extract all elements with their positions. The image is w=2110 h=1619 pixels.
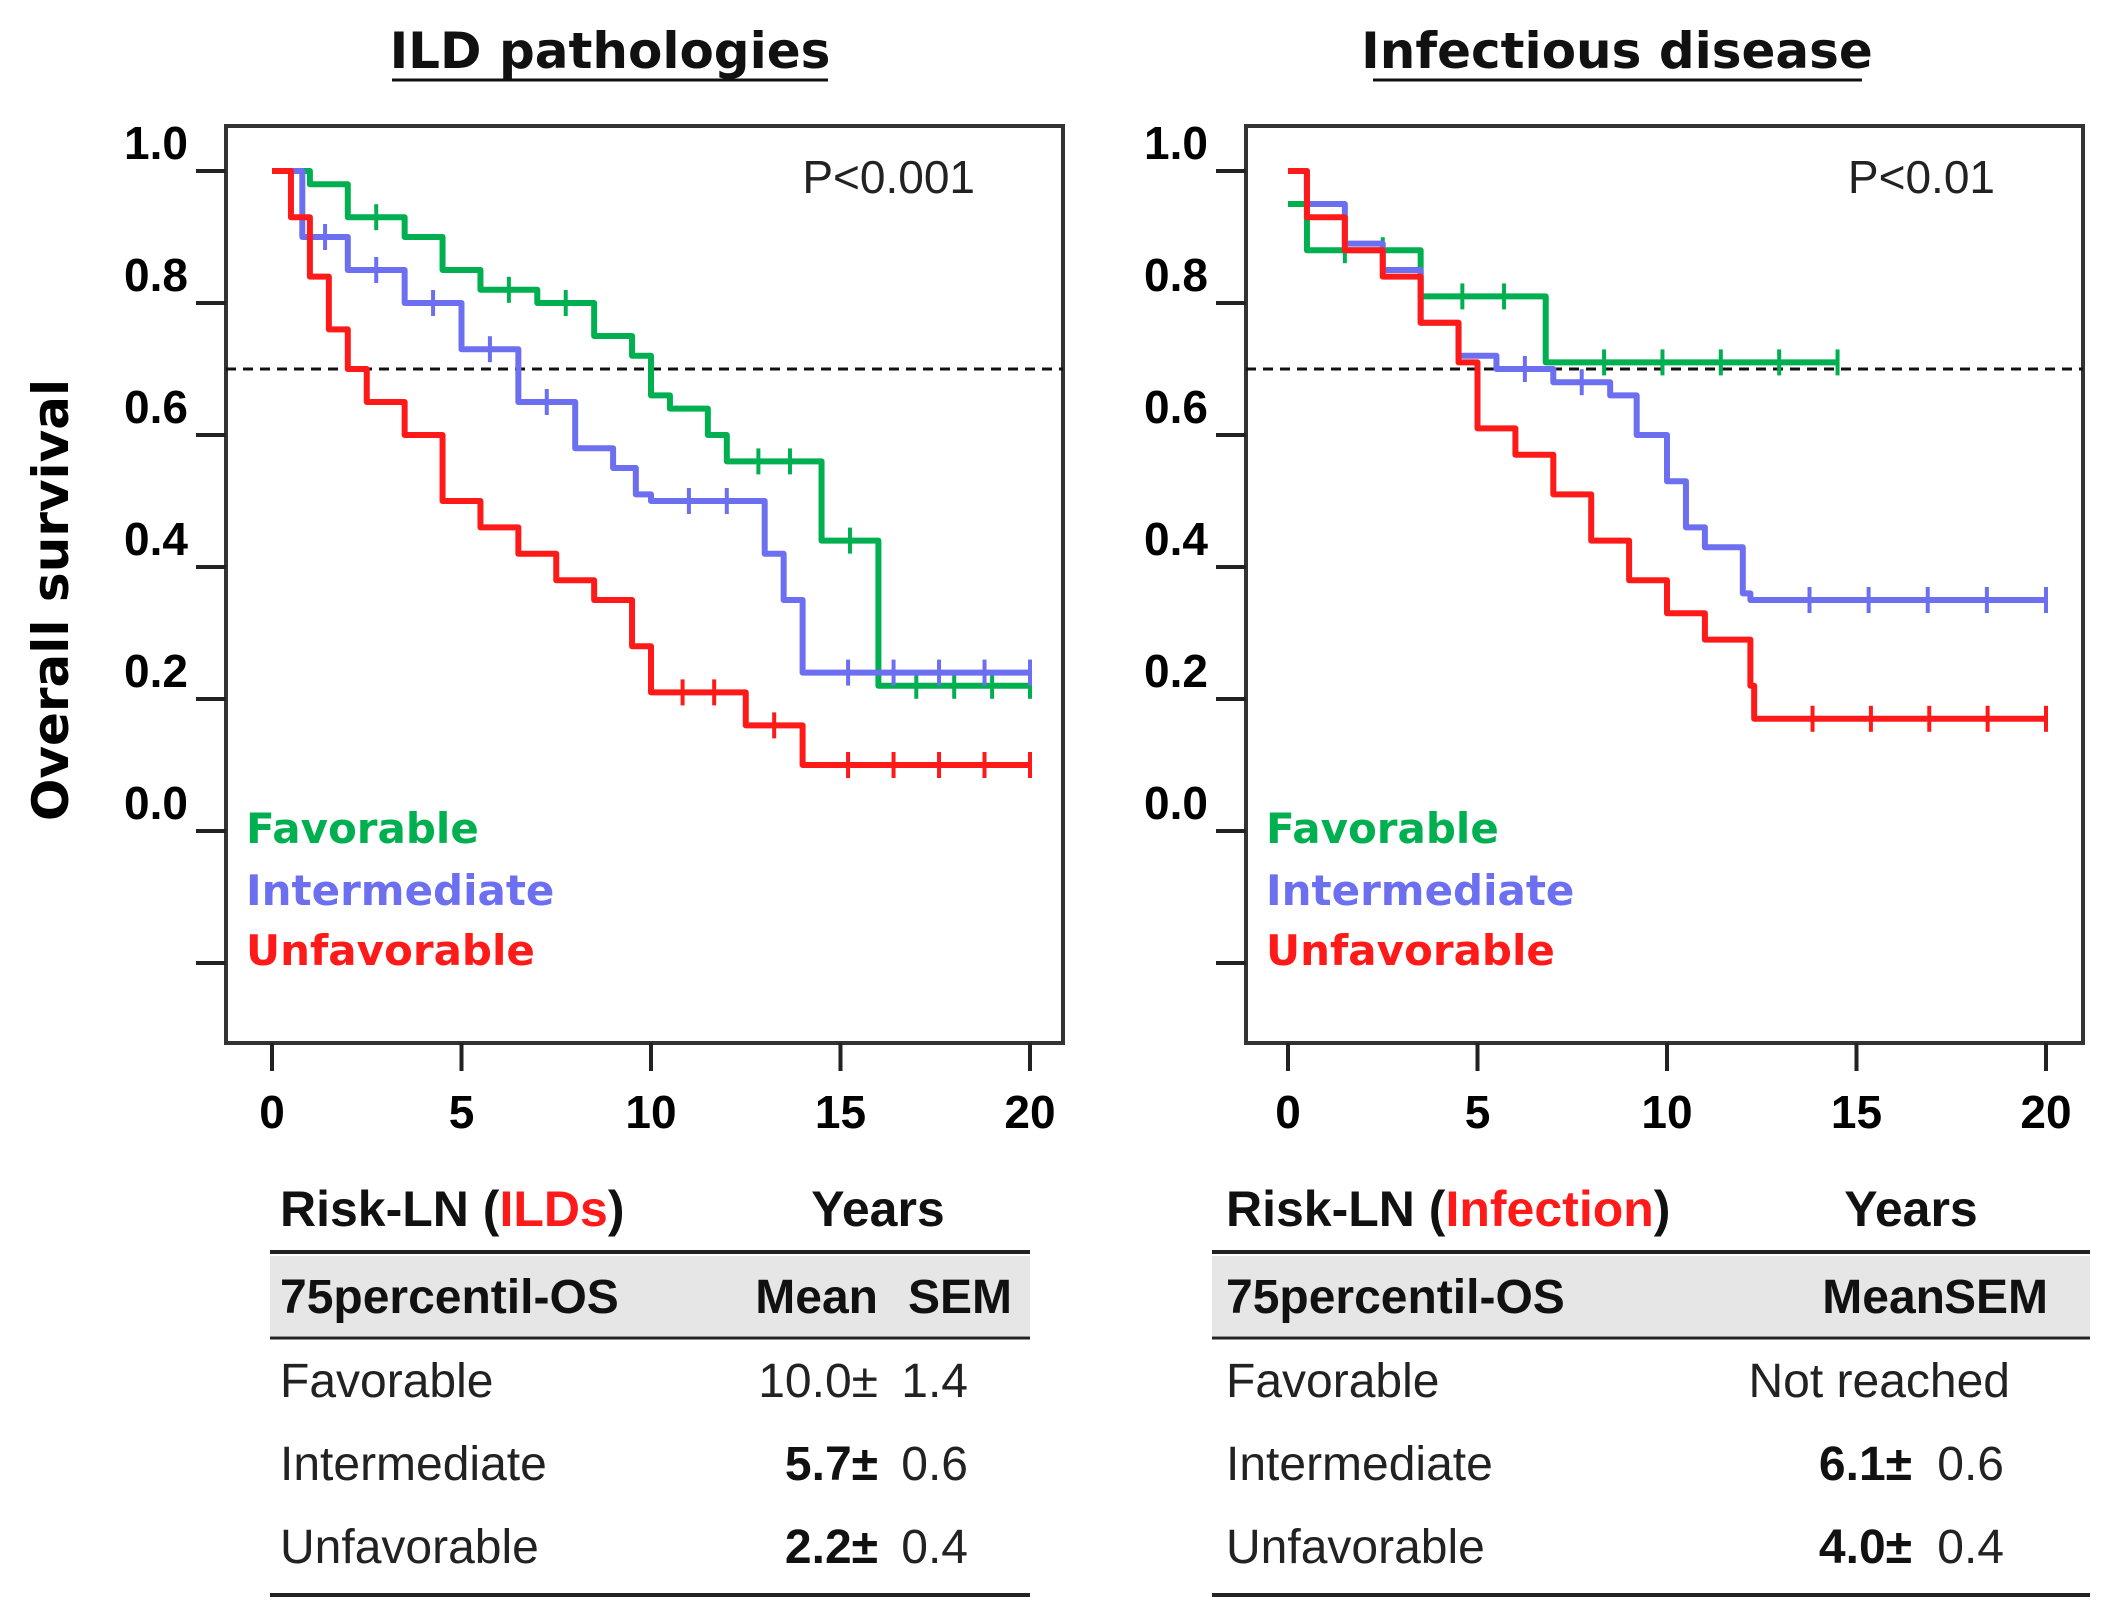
x-tick-label: 0 (1275, 1086, 1301, 1138)
x-tick-label: 15 (1831, 1086, 1882, 1138)
risk-prefix: Risk-LN ( (1226, 1181, 1446, 1237)
years-header: Years (1844, 1181, 1977, 1237)
row-label: Favorable (1226, 1355, 1439, 1408)
risk-group: ILDs (499, 1181, 607, 1237)
y-tick-label: 0.0 (124, 777, 188, 829)
chart-infectious-disease: Infectious disease P<0.01 Favorable Inte… (1144, 22, 2085, 1138)
series-line-intermediate (1288, 168, 2046, 603)
y-tick-label: 0.4 (1144, 513, 1208, 565)
row-sem: 0.6 (901, 1438, 968, 1491)
chart-title: Infectious disease (1361, 22, 1873, 80)
series-line-favorable (272, 168, 1030, 689)
plot-frame (1244, 124, 2085, 1045)
y-tick-label: 0.6 (124, 381, 188, 433)
mean-header: Mean (755, 1271, 878, 1324)
row-label: Unfavorable (1226, 1521, 1485, 1574)
row-label: Intermediate (1226, 1438, 1493, 1491)
x-tick-label: 15 (815, 1086, 866, 1138)
row-mean: 4.0± (1819, 1521, 1912, 1574)
legend-intermediate: Intermediate (1266, 866, 1574, 915)
y-tick-label: 1.0 (1144, 117, 1208, 169)
risk-header: Risk-LN (Infection) (1226, 1181, 1670, 1237)
legend-favorable: Favorable (1266, 804, 1499, 853)
p-value: P<0.001 (802, 151, 975, 203)
x-tick-label: 5 (1465, 1086, 1491, 1138)
subheader-bg (270, 1256, 1030, 1336)
sem-header: SEM (908, 1271, 1012, 1324)
chart-ild-pathologies: ILD pathologies P<0.001 Favorable Interm… (124, 22, 1065, 1138)
row-sem: 0.6 (1937, 1438, 2004, 1491)
row-sem: 0.4 (1937, 1521, 2004, 1574)
row-mean: 6.1± (1819, 1438, 1912, 1491)
row-label: Intermediate (280, 1438, 547, 1491)
row-label: Unfavorable (280, 1521, 539, 1574)
risk-prefix: Risk-LN ( (280, 1181, 500, 1237)
series-line-intermediate (272, 168, 1030, 676)
row-sem: 0.4 (901, 1521, 968, 1574)
chart-title: ILD pathologies (390, 22, 831, 80)
table-infection: Risk-LN (Infection) Years 75percentil-OS… (1212, 1181, 2090, 1597)
legend-favorable: Favorable (246, 804, 479, 853)
legend-unfavorable: Unfavorable (1266, 926, 1555, 975)
y-tick-label: 0.0 (1144, 777, 1208, 829)
y-tick-label: 0.8 (124, 249, 188, 301)
subheader-bg (1212, 1256, 2090, 1336)
y-axis-label: Overall survival (22, 379, 80, 821)
sem-header: SEM (1944, 1271, 2048, 1324)
row-mean: 5.7± (785, 1438, 878, 1491)
subheader-label: 75percentil-OS (1226, 1271, 1565, 1324)
row-label: Favorable (280, 1355, 493, 1408)
y-tick-label: 0.2 (1144, 645, 1208, 697)
y-tick-label: 0.8 (1144, 249, 1208, 301)
risk-suffix: ) (1654, 1181, 1671, 1237)
x-tick-label: 20 (1004, 1086, 1055, 1138)
x-tick-label: 20 (2020, 1086, 2071, 1138)
table-ild: Risk-LN (ILDs) Years 75percentil-OS Mean… (270, 1181, 1030, 1597)
legend-unfavorable: Unfavorable (246, 926, 535, 975)
y-tick-label: 1.0 (124, 117, 188, 169)
row-mean: 10.0± (758, 1355, 878, 1408)
risk-group: Infection (1445, 1181, 1653, 1237)
row-not-reached: Not reached (1749, 1355, 2011, 1408)
series-line-unfavorable (272, 168, 1030, 768)
mean-header: Mean (1822, 1271, 1945, 1324)
y-tick-label: 0.2 (124, 645, 188, 697)
x-tick-label: 5 (449, 1086, 475, 1138)
series-line-favorable (1288, 201, 1838, 366)
subheader-label: 75percentil-OS (280, 1271, 619, 1324)
series-line-unfavorable (1288, 168, 2046, 722)
row-mean: 2.2± (785, 1521, 878, 1574)
row-sem: 1.4 (901, 1355, 968, 1408)
plot-frame (224, 124, 1065, 1045)
legend-intermediate: Intermediate (246, 866, 554, 915)
p-value: P<0.01 (1848, 151, 1995, 203)
risk-suffix: ) (608, 1181, 625, 1237)
x-tick-label: 0 (259, 1086, 285, 1138)
x-tick-label: 10 (1641, 1086, 1692, 1138)
y-tick-label: 0.4 (124, 513, 188, 565)
risk-header: Risk-LN (ILDs) (280, 1181, 624, 1237)
years-header: Years (811, 1181, 944, 1237)
x-tick-label: 10 (625, 1086, 676, 1138)
y-tick-label: 0.6 (1144, 381, 1208, 433)
